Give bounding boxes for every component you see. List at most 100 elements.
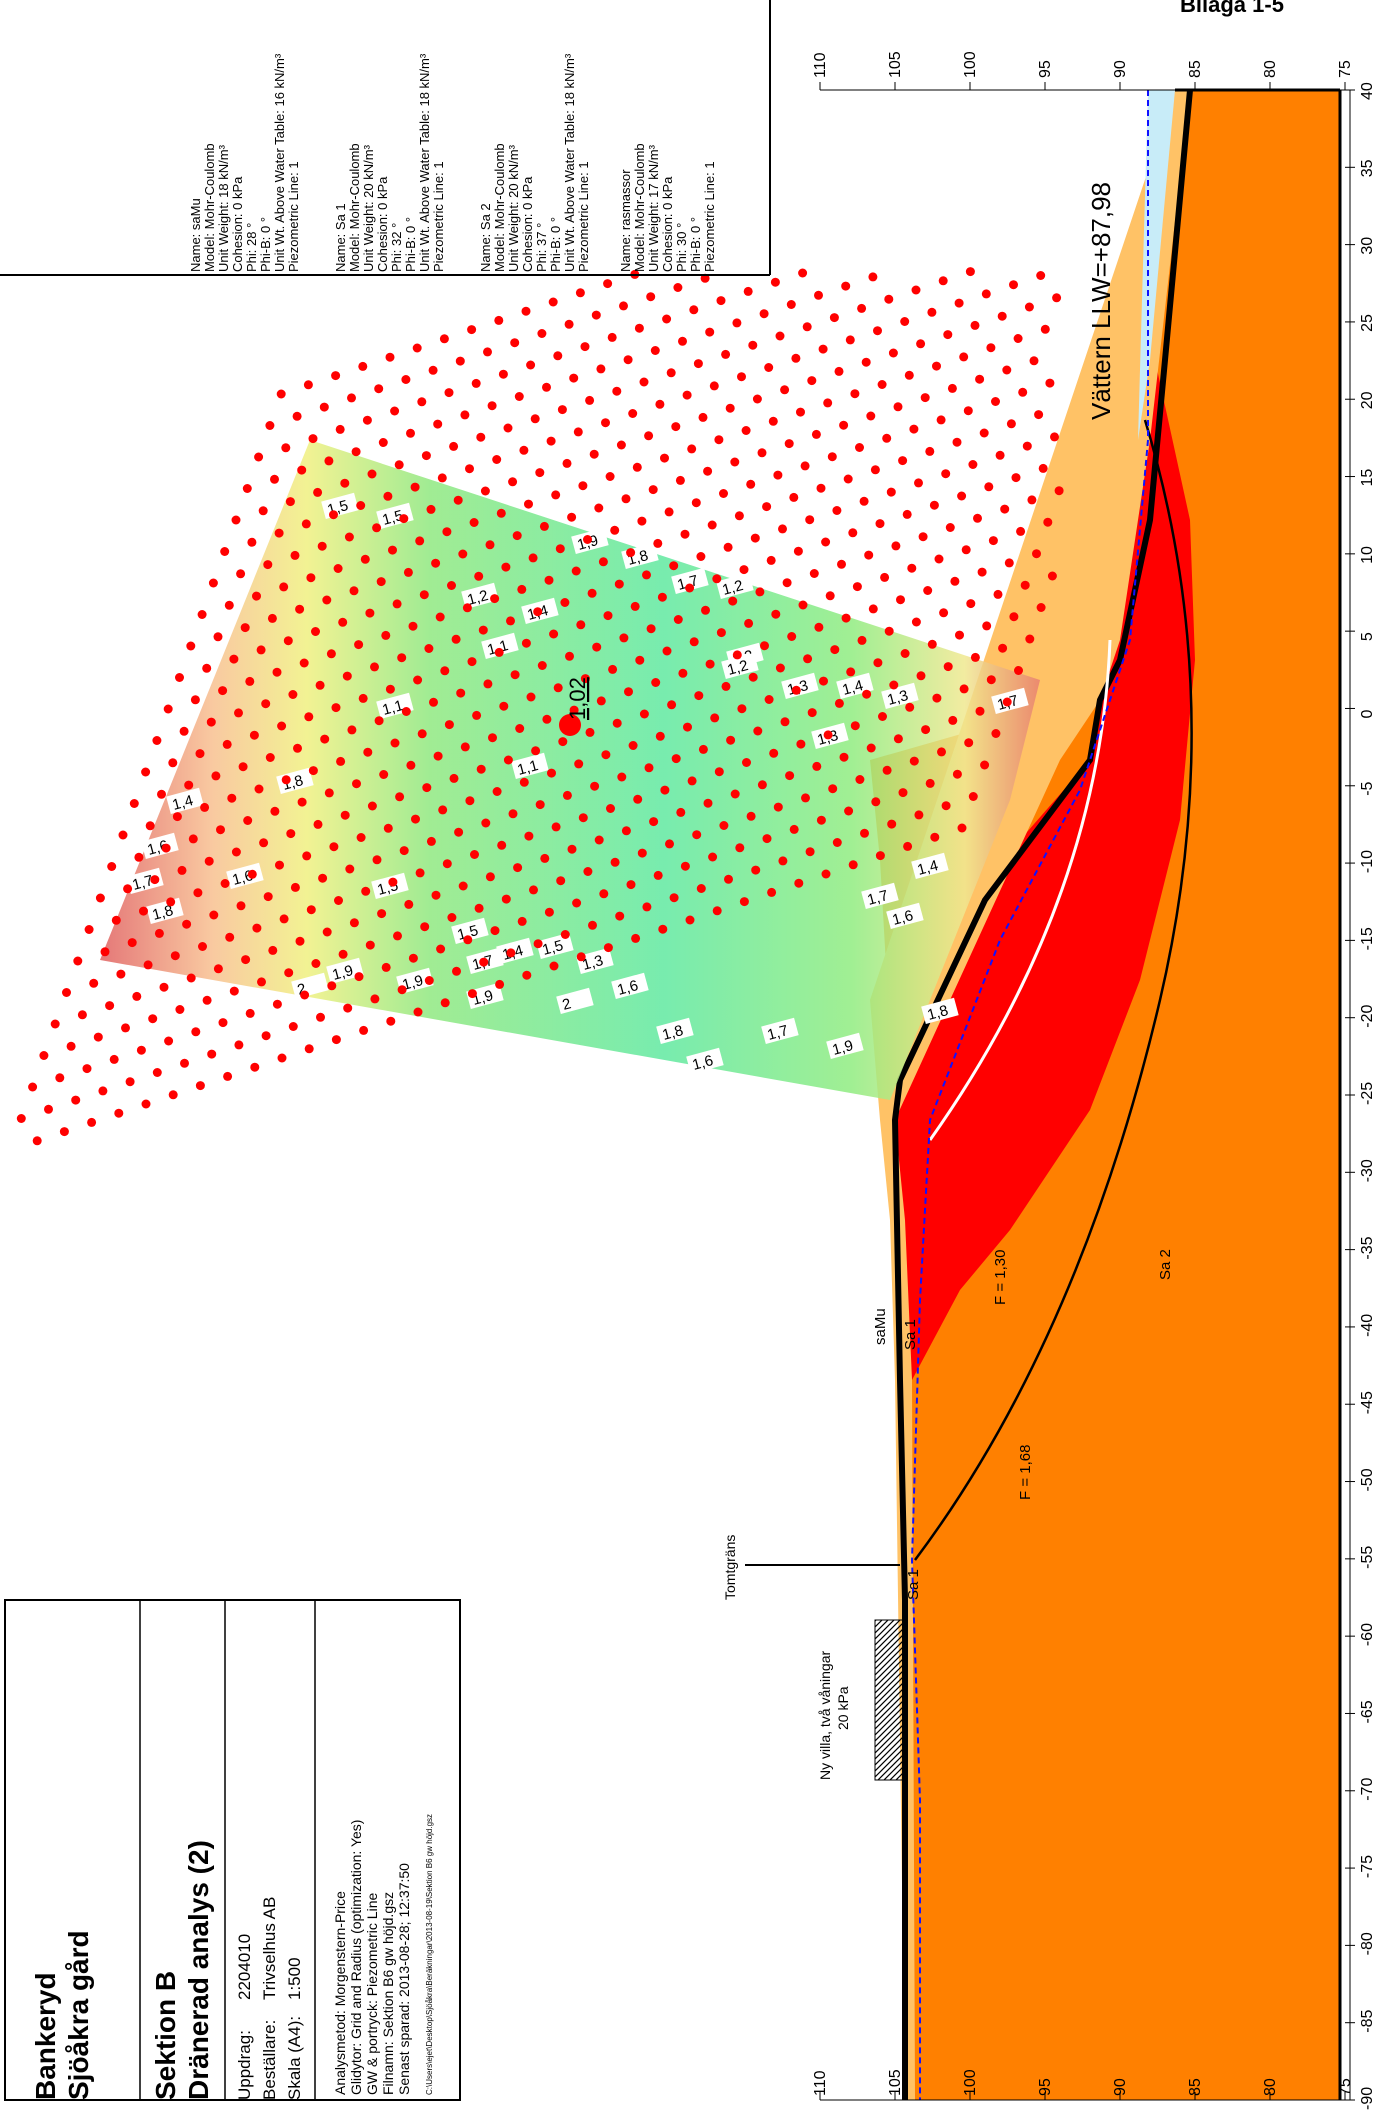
grid-center-dot: [222, 739, 232, 749]
material-1-line-0: Name: Sa 1: [333, 203, 348, 272]
grid-center-dot: [882, 433, 892, 443]
grid-center-dot: [963, 406, 973, 416]
grid-center-dot: [406, 760, 416, 770]
grid-center-dot: [649, 817, 659, 827]
grid-center-dot: [660, 785, 670, 795]
grid-center-dot: [496, 508, 506, 518]
grid-center-dot: [542, 382, 551, 392]
grid-center-dot: [281, 443, 291, 453]
svg-text:Model: Mohr-Coulomb: Model: Mohr-Coulomb: [347, 143, 362, 272]
contour-label: 1,6: [611, 972, 649, 999]
grid-center-dot: [986, 675, 996, 685]
grid-center-dot: [544, 907, 554, 917]
grid-center-dot: [941, 801, 951, 811]
grid-center-dot: [229, 986, 239, 996]
materials-legend: Name: saMu Model: Mohr-Coulomb Unit Weight…: [0, 0, 771, 276]
grid-center-dot: [709, 381, 719, 391]
contour-label-text: 1,5: [456, 922, 481, 944]
grid-center-dot: [62, 988, 71, 997]
grid-center-dot: [372, 855, 382, 865]
grid-center-dot: [975, 706, 985, 716]
grid-center-dot: [397, 653, 407, 663]
dist-label-7: 5: [1359, 632, 1376, 641]
contour-label-text: 1,6: [616, 977, 641, 999]
grid-center-dot: [557, 405, 567, 415]
grid-center-dot: [596, 364, 606, 374]
grid-center-dot: [648, 485, 658, 495]
grid-center-dot: [864, 550, 874, 560]
grid-center-dot: [549, 961, 559, 971]
grid-center-dot: [728, 596, 738, 606]
svg-text:Phi: 28 °: Phi: 28 °: [244, 223, 259, 272]
svg-text:Model: Mohr-Coulomb: Model: Mohr-Coulomb: [202, 143, 217, 272]
grid-center-dot: [660, 453, 669, 463]
grid-center-dot: [846, 667, 856, 677]
contour-label-text: 1,4: [171, 792, 196, 814]
grid-center-dot: [705, 327, 715, 337]
grid-center-dot: [159, 982, 169, 992]
contour-label: 1,6: [686, 1047, 724, 1074]
grid-center-dot: [257, 977, 266, 987]
grid-center-dot: [485, 540, 495, 550]
grid-center-dot: [786, 300, 796, 309]
grid-center-dot: [564, 319, 574, 329]
contour-label-text: 1,6: [146, 837, 171, 859]
contour-label-text: 1,9: [831, 1037, 856, 1059]
grid-center-dot: [517, 916, 527, 926]
grid-center-dot: [152, 1068, 162, 1077]
contour-label-text: 1,1: [381, 697, 406, 719]
grid-center-dot: [408, 953, 418, 963]
grid-center-dot: [411, 814, 420, 824]
grid-center-dot: [814, 290, 823, 300]
svg-text:-70: -70: [1359, 1778, 1376, 1801]
grid-center-dot: [821, 869, 831, 879]
elev-bottom-label-0: 110: [812, 2070, 829, 2096]
grid-center-dot: [628, 741, 638, 750]
grid-center-dot: [93, 1032, 103, 1042]
grid-center-dot: [206, 717, 216, 727]
grid-center-dot: [923, 586, 933, 595]
grid-center-dot: [501, 894, 511, 904]
contour-label-bg: [656, 1017, 694, 1044]
grid-center-dot: [809, 569, 819, 578]
grid-center-dot: [440, 998, 450, 1008]
grid-center-dot: [793, 546, 803, 556]
grid-center-dot: [326, 649, 336, 659]
grid-center-dot: [250, 1062, 260, 1072]
grid-center-dot: [413, 1007, 423, 1017]
grid-center-dot: [909, 424, 919, 434]
svg-text:saMu: saMu: [872, 1308, 889, 1345]
grid-center-dot: [426, 836, 436, 846]
contour-label: 1,7: [761, 1017, 799, 1044]
grid-center-dot: [544, 575, 554, 585]
grid-center-dot: [218, 686, 228, 696]
contour-label-text: 1,2: [726, 657, 751, 679]
grid-center-dot: [873, 326, 882, 336]
dist-label-22: -70: [1359, 1778, 1376, 1801]
grid-center-dot: [909, 756, 919, 766]
grid-center-dot: [567, 844, 577, 854]
grid-center-dot: [202, 995, 212, 1005]
grid-center-dot: [451, 634, 461, 644]
svg-text:80: 80: [1262, 2078, 1279, 2096]
grid-center-dot: [236, 901, 246, 911]
svg-text:Beställare:: Beställare:: [260, 2020, 279, 2100]
svg-text:30: 30: [1359, 237, 1376, 255]
grid-center-dot: [376, 577, 386, 587]
grid-center-dot: [435, 612, 445, 622]
grid-center-dot: [775, 663, 785, 673]
svg-text:0: 0: [1359, 709, 1376, 718]
grid-center-dot: [726, 735, 736, 745]
grid-center-dot: [315, 680, 325, 690]
grid-center-dot: [766, 555, 776, 565]
grid-center-dot: [549, 629, 559, 639]
contour-label: 1,3: [576, 947, 614, 974]
grid-center-dot: [354, 640, 364, 650]
contour-label: 1,4: [166, 787, 204, 814]
grid-center-dot: [390, 738, 400, 748]
dist-label-5: 15: [1359, 469, 1376, 487]
grid-center-dot: [911, 285, 921, 295]
grid-center-dot: [463, 935, 473, 945]
grid-center-dot: [576, 620, 586, 630]
contour-label-text: 1,1: [486, 637, 511, 659]
